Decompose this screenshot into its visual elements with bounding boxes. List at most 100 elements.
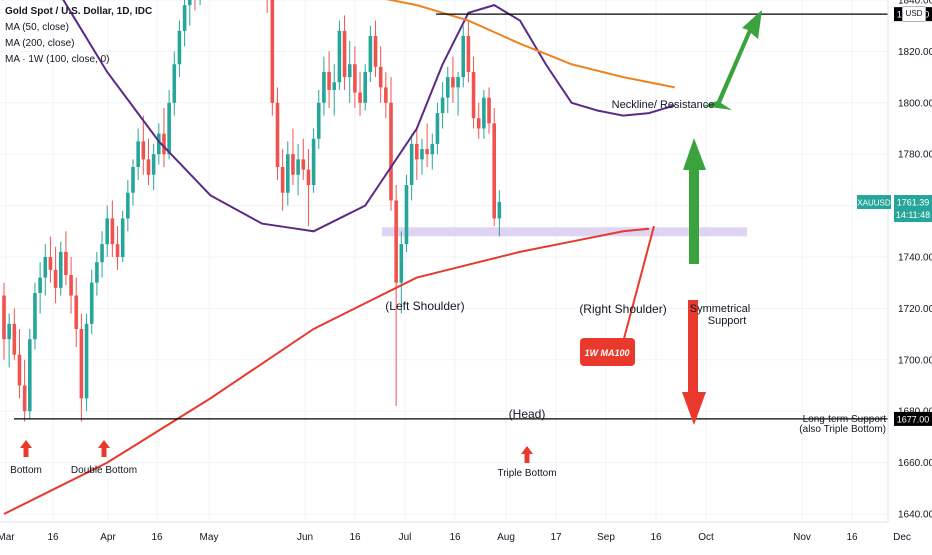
candle-body bbox=[363, 71, 367, 103]
candle-body bbox=[79, 328, 84, 399]
candle-body bbox=[476, 118, 481, 129]
candle-body bbox=[43, 257, 48, 278]
x-tick-label: Dec bbox=[893, 532, 911, 543]
candle-body bbox=[353, 64, 357, 93]
long-term-support-label-2: (also Triple Bottom) bbox=[799, 424, 886, 435]
y-axis-bg bbox=[888, 0, 932, 550]
ma1w100-line bbox=[3, 227, 650, 515]
x-tick-label: Jun bbox=[297, 532, 313, 543]
candle-body bbox=[415, 143, 419, 160]
bottom-label: Bottom bbox=[10, 465, 42, 476]
candle-body bbox=[22, 385, 27, 412]
candle-body bbox=[53, 269, 58, 288]
x-tick-label: Aug bbox=[497, 532, 515, 543]
candle-body bbox=[12, 323, 17, 355]
candle-body bbox=[146, 159, 151, 175]
candle-body bbox=[342, 30, 347, 78]
x-tick-label: 16 bbox=[650, 532, 662, 543]
indicator-ma200[interactable]: MA (200, close) bbox=[5, 38, 75, 49]
y-axis: 1640.001660.001680.001700.001720.001740.… bbox=[887, 0, 932, 550]
x-tick-label: Oct bbox=[698, 532, 714, 543]
candle-body bbox=[89, 282, 94, 324]
symbol-tag: XAUUSD bbox=[857, 199, 891, 208]
x-tick-label: 17 bbox=[550, 532, 562, 543]
neckline-label: Neckline/ Resistance bbox=[612, 99, 715, 111]
candle-body bbox=[172, 64, 177, 103]
green-arrow-diagonal bbox=[703, 10, 762, 110]
x-tick-label: Sep bbox=[597, 532, 615, 543]
y-tick-label: 1820.00 bbox=[898, 47, 932, 58]
moving-averages bbox=[3, 0, 676, 515]
candle-body bbox=[430, 143, 435, 155]
ma50-line bbox=[62, 0, 676, 233]
candle-body bbox=[110, 218, 115, 245]
candle-body bbox=[48, 257, 53, 270]
countdown-tag: 14:11:48 bbox=[896, 210, 930, 220]
y-tick-label: 1740.00 bbox=[898, 253, 932, 264]
candle-body bbox=[404, 185, 409, 245]
candle-body bbox=[368, 35, 373, 72]
symmetrical-support-zone bbox=[382, 227, 747, 237]
candle-body bbox=[2, 295, 6, 340]
candle-body bbox=[136, 141, 140, 168]
candle-body bbox=[7, 323, 11, 340]
y-tick-label: 1780.00 bbox=[898, 150, 932, 161]
candle-body bbox=[497, 202, 502, 219]
x-tick-label: 16 bbox=[349, 532, 361, 543]
candle-body bbox=[141, 141, 146, 160]
x-tick-label: 16 bbox=[449, 532, 461, 543]
symmetrical-support-label-2: Support bbox=[708, 315, 747, 327]
current-price-tag-bg bbox=[894, 195, 932, 223]
candles bbox=[2, 0, 502, 422]
candle-body bbox=[270, 0, 275, 103]
bottom-arrow bbox=[20, 440, 32, 457]
triple-bottom-label: Triple Bottom bbox=[497, 468, 556, 479]
ma100-connector bbox=[621, 225, 655, 347]
y-tick-label: 1800.00 bbox=[898, 98, 932, 109]
support-price-tag-bg bbox=[894, 411, 932, 426]
candle-body bbox=[69, 274, 73, 296]
y-tick-label: 1640.00 bbox=[898, 510, 932, 521]
candle-body bbox=[378, 66, 383, 88]
indicator-ma50[interactable]: MA (50, close) bbox=[5, 22, 69, 33]
candle-body bbox=[115, 244, 120, 257]
y-tick-label: 1720.00 bbox=[898, 304, 932, 315]
green-arrow-up bbox=[683, 138, 706, 264]
double-bottom-arrow bbox=[98, 440, 110, 457]
x-axis: Mar 16 Apr 16 May Jun 16 Jul 16 Aug 17 Sep 16 Oct Nov 1… bbox=[0, 521, 911, 543]
arrows bbox=[20, 10, 762, 463]
ma200-line bbox=[385, 0, 675, 89]
candle-body bbox=[306, 169, 311, 186]
indicator-ma1w100[interactable]: MA · 1W (100, close, 0) bbox=[5, 54, 110, 65]
long-term-support-label: Long-term Support bbox=[803, 414, 887, 425]
head-label: (Head) bbox=[509, 407, 546, 421]
candle-body bbox=[332, 82, 337, 90]
candle-body bbox=[327, 71, 331, 90]
x-tick-label: Jul bbox=[399, 532, 412, 543]
y-tick-label: 1840.00 bbox=[898, 0, 932, 7]
candle-body bbox=[337, 30, 342, 83]
symbol-tag-bg bbox=[857, 195, 891, 210]
candle-body bbox=[461, 35, 466, 78]
horizontal-levels bbox=[14, 13, 888, 420]
x-tick-label: Mar bbox=[0, 532, 15, 543]
candle-body bbox=[466, 35, 471, 72]
currency-badge[interactable]: USD bbox=[902, 6, 926, 22]
candle-body bbox=[358, 92, 362, 103]
candle-body bbox=[162, 133, 166, 155]
grid bbox=[0, 0, 903, 522]
candle-body bbox=[28, 339, 32, 412]
candle-body bbox=[445, 77, 450, 98]
double-bottom-label: Double Bottom bbox=[71, 465, 137, 476]
candle-body bbox=[151, 154, 156, 175]
candle-body bbox=[301, 159, 306, 170]
triple-bottom-arrow bbox=[521, 446, 533, 463]
x-tick-label: 16 bbox=[151, 532, 163, 543]
x-tick-label: Apr bbox=[100, 532, 116, 543]
candle-body bbox=[167, 102, 171, 155]
candle-body bbox=[291, 154, 295, 175]
candle-body bbox=[456, 77, 460, 88]
candle-body bbox=[435, 113, 440, 144]
candle-body bbox=[187, 0, 192, 6]
